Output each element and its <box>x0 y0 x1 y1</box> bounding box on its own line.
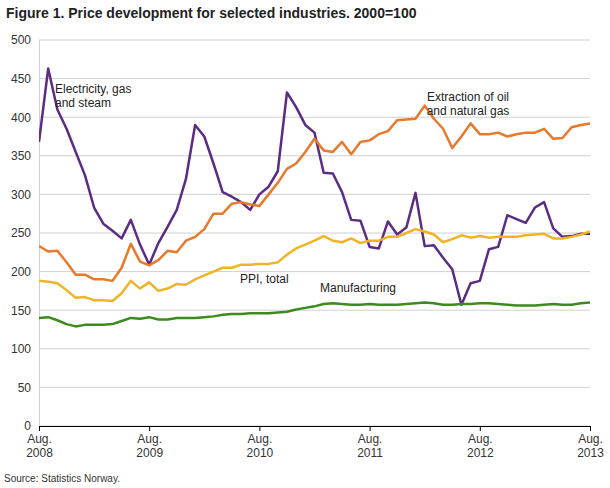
series-line <box>39 302 590 326</box>
series-line <box>39 106 590 281</box>
grid-line <box>39 78 590 79</box>
x-axis: Aug.2008Aug.2009Aug.2010Aug.2011Aug.2012… <box>26 426 604 460</box>
grid-line <box>39 233 590 234</box>
y-tick-label: 400 <box>11 111 31 125</box>
x-tick-label-line: Aug. <box>468 432 493 446</box>
grid-line <box>39 426 590 427</box>
x-tick-label-line: Aug. <box>137 432 162 446</box>
grid-line <box>39 271 590 272</box>
x-tick-label: Aug.2013 <box>577 432 604 460</box>
y-tick: 300 <box>11 188 39 202</box>
y-tick: 150 <box>11 304 39 318</box>
series-label: Extraction of oiland natural gas <box>427 90 510 118</box>
x-tick: Aug.2009 <box>136 426 163 460</box>
x-tick-mark <box>149 426 150 431</box>
x-tick: Aug.2012 <box>467 426 494 460</box>
x-tick: Aug.2013 <box>577 426 604 460</box>
y-tick: 350 <box>11 149 39 163</box>
y-tick-label: 200 <box>11 265 31 279</box>
y-tick: 450 <box>11 72 39 86</box>
series-label: Electricity, gasand steam <box>55 82 131 110</box>
x-tick-label-line: Aug. <box>358 432 383 446</box>
chart-svg: Figure 1. Price development for selected… <box>0 0 610 488</box>
x-tick-label: Aug.2010 <box>247 432 274 460</box>
chart-title: Figure 1. Price development for selected… <box>6 5 417 21</box>
x-tick-mark <box>590 426 591 431</box>
x-tick-label-line: 2009 <box>136 446 163 460</box>
series-label: Manufacturing <box>320 281 396 295</box>
source-note: Source: Statistics Norway. <box>4 473 120 484</box>
grid-line <box>39 194 590 195</box>
lines <box>39 69 590 327</box>
y-tick: 250 <box>11 226 39 240</box>
grid-line <box>39 155 590 156</box>
x-tick-label: Aug.2012 <box>467 432 494 460</box>
x-tick-mark <box>480 426 481 431</box>
x-tick-label: Aug.2008 <box>26 432 53 460</box>
x-tick-label-line: 2013 <box>577 446 604 460</box>
y-tick-label: 250 <box>11 226 31 240</box>
y-axis-line <box>39 41 40 427</box>
x-tick-label-line: Aug. <box>27 432 52 446</box>
y-tick: 200 <box>11 265 39 279</box>
chart-container: Figure 1. Price development for selected… <box>0 0 610 488</box>
y-tick: 50 <box>18 381 39 395</box>
x-tick-label-line: Aug. <box>578 432 603 446</box>
series-label-line: and steam <box>55 96 111 110</box>
x-tick-label: Aug.2011 <box>357 432 383 460</box>
y-axis: 050100150200250300350400450500 <box>11 33 40 433</box>
y-tick: 100 <box>11 342 39 356</box>
x-tick-label-line: 2008 <box>26 446 53 460</box>
x-tick-mark <box>370 426 371 431</box>
grid-line <box>39 348 590 349</box>
y-tick-label: 500 <box>11 33 31 47</box>
grid-line <box>39 40 590 41</box>
x-tick-label-line: 2012 <box>467 446 494 460</box>
x-tick: Aug.2008 <box>26 426 53 460</box>
series-label-line: Extraction of oil <box>427 90 509 104</box>
x-tick: Aug.2010 <box>247 426 274 460</box>
x-tick-mark <box>259 426 260 431</box>
series-label-line: Manufacturing <box>320 281 396 295</box>
series-line <box>39 69 590 305</box>
x-axis-line <box>40 426 591 427</box>
grid-line <box>39 387 590 388</box>
y-tick-label: 450 <box>11 72 31 86</box>
series-label: PPI, total <box>240 272 289 286</box>
y-tick: 500 <box>11 33 39 47</box>
series-label-line: Electricity, gas <box>55 82 131 96</box>
y-tick-label: 100 <box>11 342 31 356</box>
x-tick-label-line: 2011 <box>357 446 383 460</box>
series-label-line: and natural gas <box>427 104 510 118</box>
series-label-line: PPI, total <box>240 272 289 286</box>
y-tick-label: 150 <box>11 304 31 318</box>
x-tick: Aug.2011 <box>357 426 383 460</box>
y-tick-label: 300 <box>11 188 31 202</box>
y-tick-label: 350 <box>11 149 31 163</box>
grid-line <box>39 310 590 311</box>
x-tick-mark <box>39 426 40 431</box>
series-line <box>39 229 590 301</box>
x-tick-label-line: Aug. <box>248 432 273 446</box>
grid <box>39 40 590 426</box>
y-tick-label: 50 <box>18 381 32 395</box>
x-tick-label-line: 2010 <box>247 446 274 460</box>
x-tick-label: Aug.2009 <box>136 432 163 460</box>
y-tick: 400 <box>11 111 39 125</box>
